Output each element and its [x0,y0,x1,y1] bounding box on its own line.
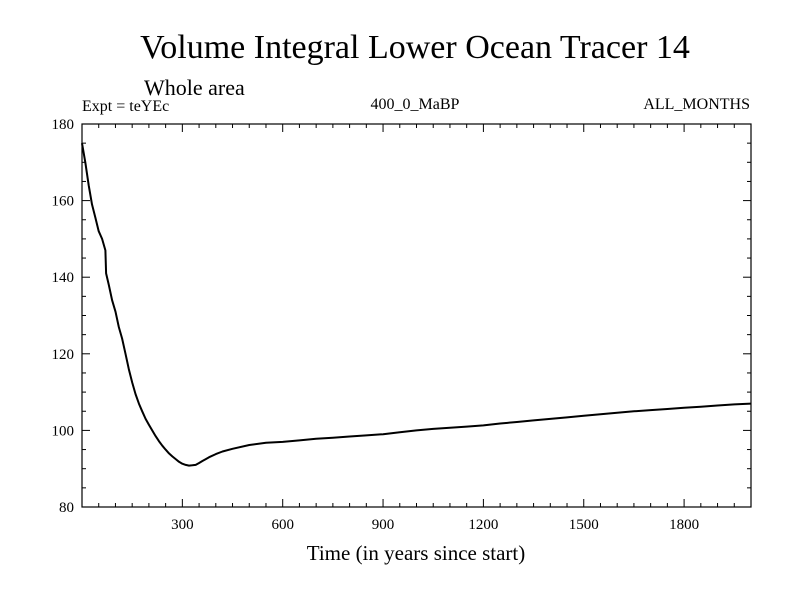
x-tick-label: 300 [171,517,194,533]
y-tick-label: 180 [52,117,75,133]
y-tick-label: 160 [52,194,75,210]
chart-subtitle: Whole area [144,75,245,100]
y-axis: 80 100 120 140 160 180 [52,117,751,516]
series-line [81,143,752,467]
chart-title: Volume Integral Lower Ocean Tracer 14 [140,29,690,66]
months-label: ALL_MONTHS [643,96,750,113]
experiment-label: Expt = teYEc [82,98,169,115]
y-tick-label: 120 [52,347,75,363]
x-tick-label: 1500 [569,517,599,533]
y-tick-label: 80 [59,500,74,516]
x-tick-label: 600 [271,517,294,533]
series-layer [81,143,752,467]
x-tick-label: 1200 [468,517,498,533]
x-tick-label: 900 [372,517,395,533]
y-tick-label: 100 [52,423,75,439]
period-label: 400_0_MaBP [371,96,460,113]
y-tick-label: 140 [52,270,75,286]
x-tick-label: 1800 [669,517,699,533]
plot-frame [81,123,752,508]
x-axis-label: Time (in years since start) [307,541,526,565]
x-axis: 300 600 900 1200 1500 1800 [98,124,735,533]
